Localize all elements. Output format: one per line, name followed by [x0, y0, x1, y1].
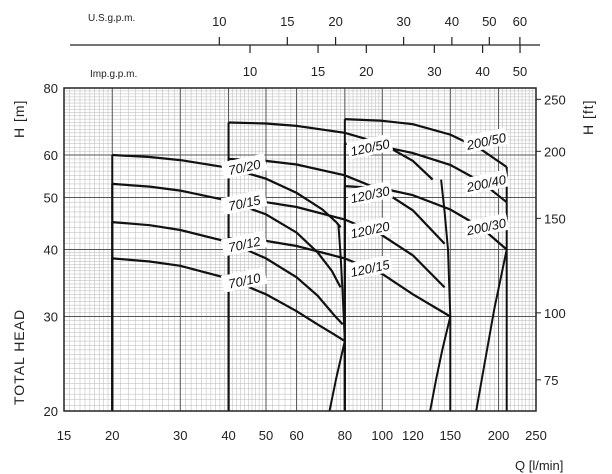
us-gpm-tick-label: 20 [328, 14, 342, 29]
us-gpm-tick-label: 15 [280, 14, 294, 29]
y-tick-label-m: 30 [44, 310, 58, 325]
x-tick-label: 100 [371, 428, 393, 443]
curve-label-bg [220, 230, 268, 257]
imp-gpm-tick-label: 20 [359, 64, 373, 79]
curve-label-group: 70/20 [220, 153, 268, 180]
x-tick-label: 150 [439, 428, 461, 443]
y-axis-label-left-unit: H [m] [11, 100, 27, 138]
curve-label-group: 70/12 [220, 230, 268, 257]
x-axis-label: Q [l/min] [515, 458, 563, 473]
x-tick-label: 20 [105, 428, 119, 443]
curve-label: 70/10 [227, 270, 263, 292]
y-tick-label-m: 80 [44, 81, 58, 96]
curve-label-group: 200/40 [462, 169, 510, 196]
x-tick-label: 250 [525, 428, 547, 443]
y-tick-label-ft: 150 [544, 211, 566, 226]
curve-label-bg [462, 169, 510, 196]
y-tick-label-ft: 200 [544, 144, 566, 159]
y-axis-label-left-prefix: TOTAL HEAD [11, 309, 27, 405]
curve-label-bg [220, 189, 268, 216]
curve-label-group: 200/50 [462, 127, 510, 154]
imp-gpm-tick-label: 15 [311, 64, 325, 79]
y-tick-label-m: 20 [44, 404, 58, 419]
imp-gpm-tick-label: 40 [475, 64, 489, 79]
imp-gpm-tick-label: 30 [427, 64, 441, 79]
curve-label-bg [346, 254, 394, 281]
curve-70-15 [112, 182, 342, 288]
curve-label-bg [462, 212, 510, 239]
us-gpm-tick-label: 30 [396, 14, 410, 29]
curve-70-20 [112, 153, 342, 229]
curve-label-group: 70/10 [220, 266, 268, 293]
curve-label: 120/50 [349, 136, 392, 159]
curve-drop-120-min [429, 316, 452, 412]
curve-70-10 [112, 257, 346, 343]
us-gpm-tick-label: 10 [212, 14, 226, 29]
x-tick-label: 120 [402, 428, 424, 443]
x-tick-label: 80 [338, 428, 352, 443]
imp-gpm-tick-label: 50 [513, 64, 527, 79]
curve-label-bg [346, 133, 394, 160]
curve-70-12 [112, 221, 344, 326]
curve-label-bg [346, 216, 394, 242]
curve-label: 70/15 [227, 192, 263, 214]
curve-label: 70/20 [227, 156, 263, 178]
plot-frame [63, 87, 537, 412]
x-tick-label: 50 [259, 428, 273, 443]
x-tick-label: 30 [173, 428, 187, 443]
curve-drop-70-min [328, 340, 346, 412]
y-tick-label-ft: 100 [544, 306, 566, 321]
imp-gpm-label: Imp.g.p.m. [90, 69, 137, 80]
y-tick-label-ft: 75 [544, 373, 558, 388]
axes-layer: 15 20 30 40 50 60 80 100 120 150 200 250 20 30 40 50 60 8… [44, 14, 566, 443]
y-tick-label-m: 50 [44, 191, 58, 206]
imp-gpm-tick-label: 10 [243, 64, 257, 79]
y-tick-label-m: 40 [44, 243, 58, 258]
curve-drop-70-end [337, 224, 346, 411]
curve-drop-120-end [440, 179, 452, 411]
us-gpm-tick-label: 50 [482, 14, 496, 29]
curve-label: 70/12 [227, 234, 263, 256]
curve-label: 200/50 [464, 130, 508, 153]
curve-label-bg [346, 180, 394, 207]
us-gpm-tick-label: 40 [445, 14, 459, 29]
curve-label-group: 70/15 [220, 189, 268, 216]
curve-label-bg [220, 153, 268, 180]
curve-200-50 [344, 118, 508, 168]
curve-label-bg [462, 127, 510, 154]
curve-drop-200-min [475, 249, 508, 412]
y-tick-label-m: 60 [44, 148, 58, 163]
y-axis-label-right-unit: H [ft] [580, 99, 596, 135]
us-gpm-label: U.S.g.p.m. [88, 13, 135, 24]
x-tick-label: 15 [57, 428, 71, 443]
curve-label-group: 120/50 [346, 133, 394, 160]
x-tick-label: 200 [488, 428, 510, 443]
x-tick-label: 40 [221, 428, 235, 443]
y-tick-label-ft: 250 [544, 92, 566, 107]
curve-label: 200/30 [464, 215, 508, 238]
x-tick-label: 60 [289, 428, 303, 443]
curve-label-bg [220, 266, 268, 293]
us-gpm-tick-label: 60 [513, 14, 527, 29]
